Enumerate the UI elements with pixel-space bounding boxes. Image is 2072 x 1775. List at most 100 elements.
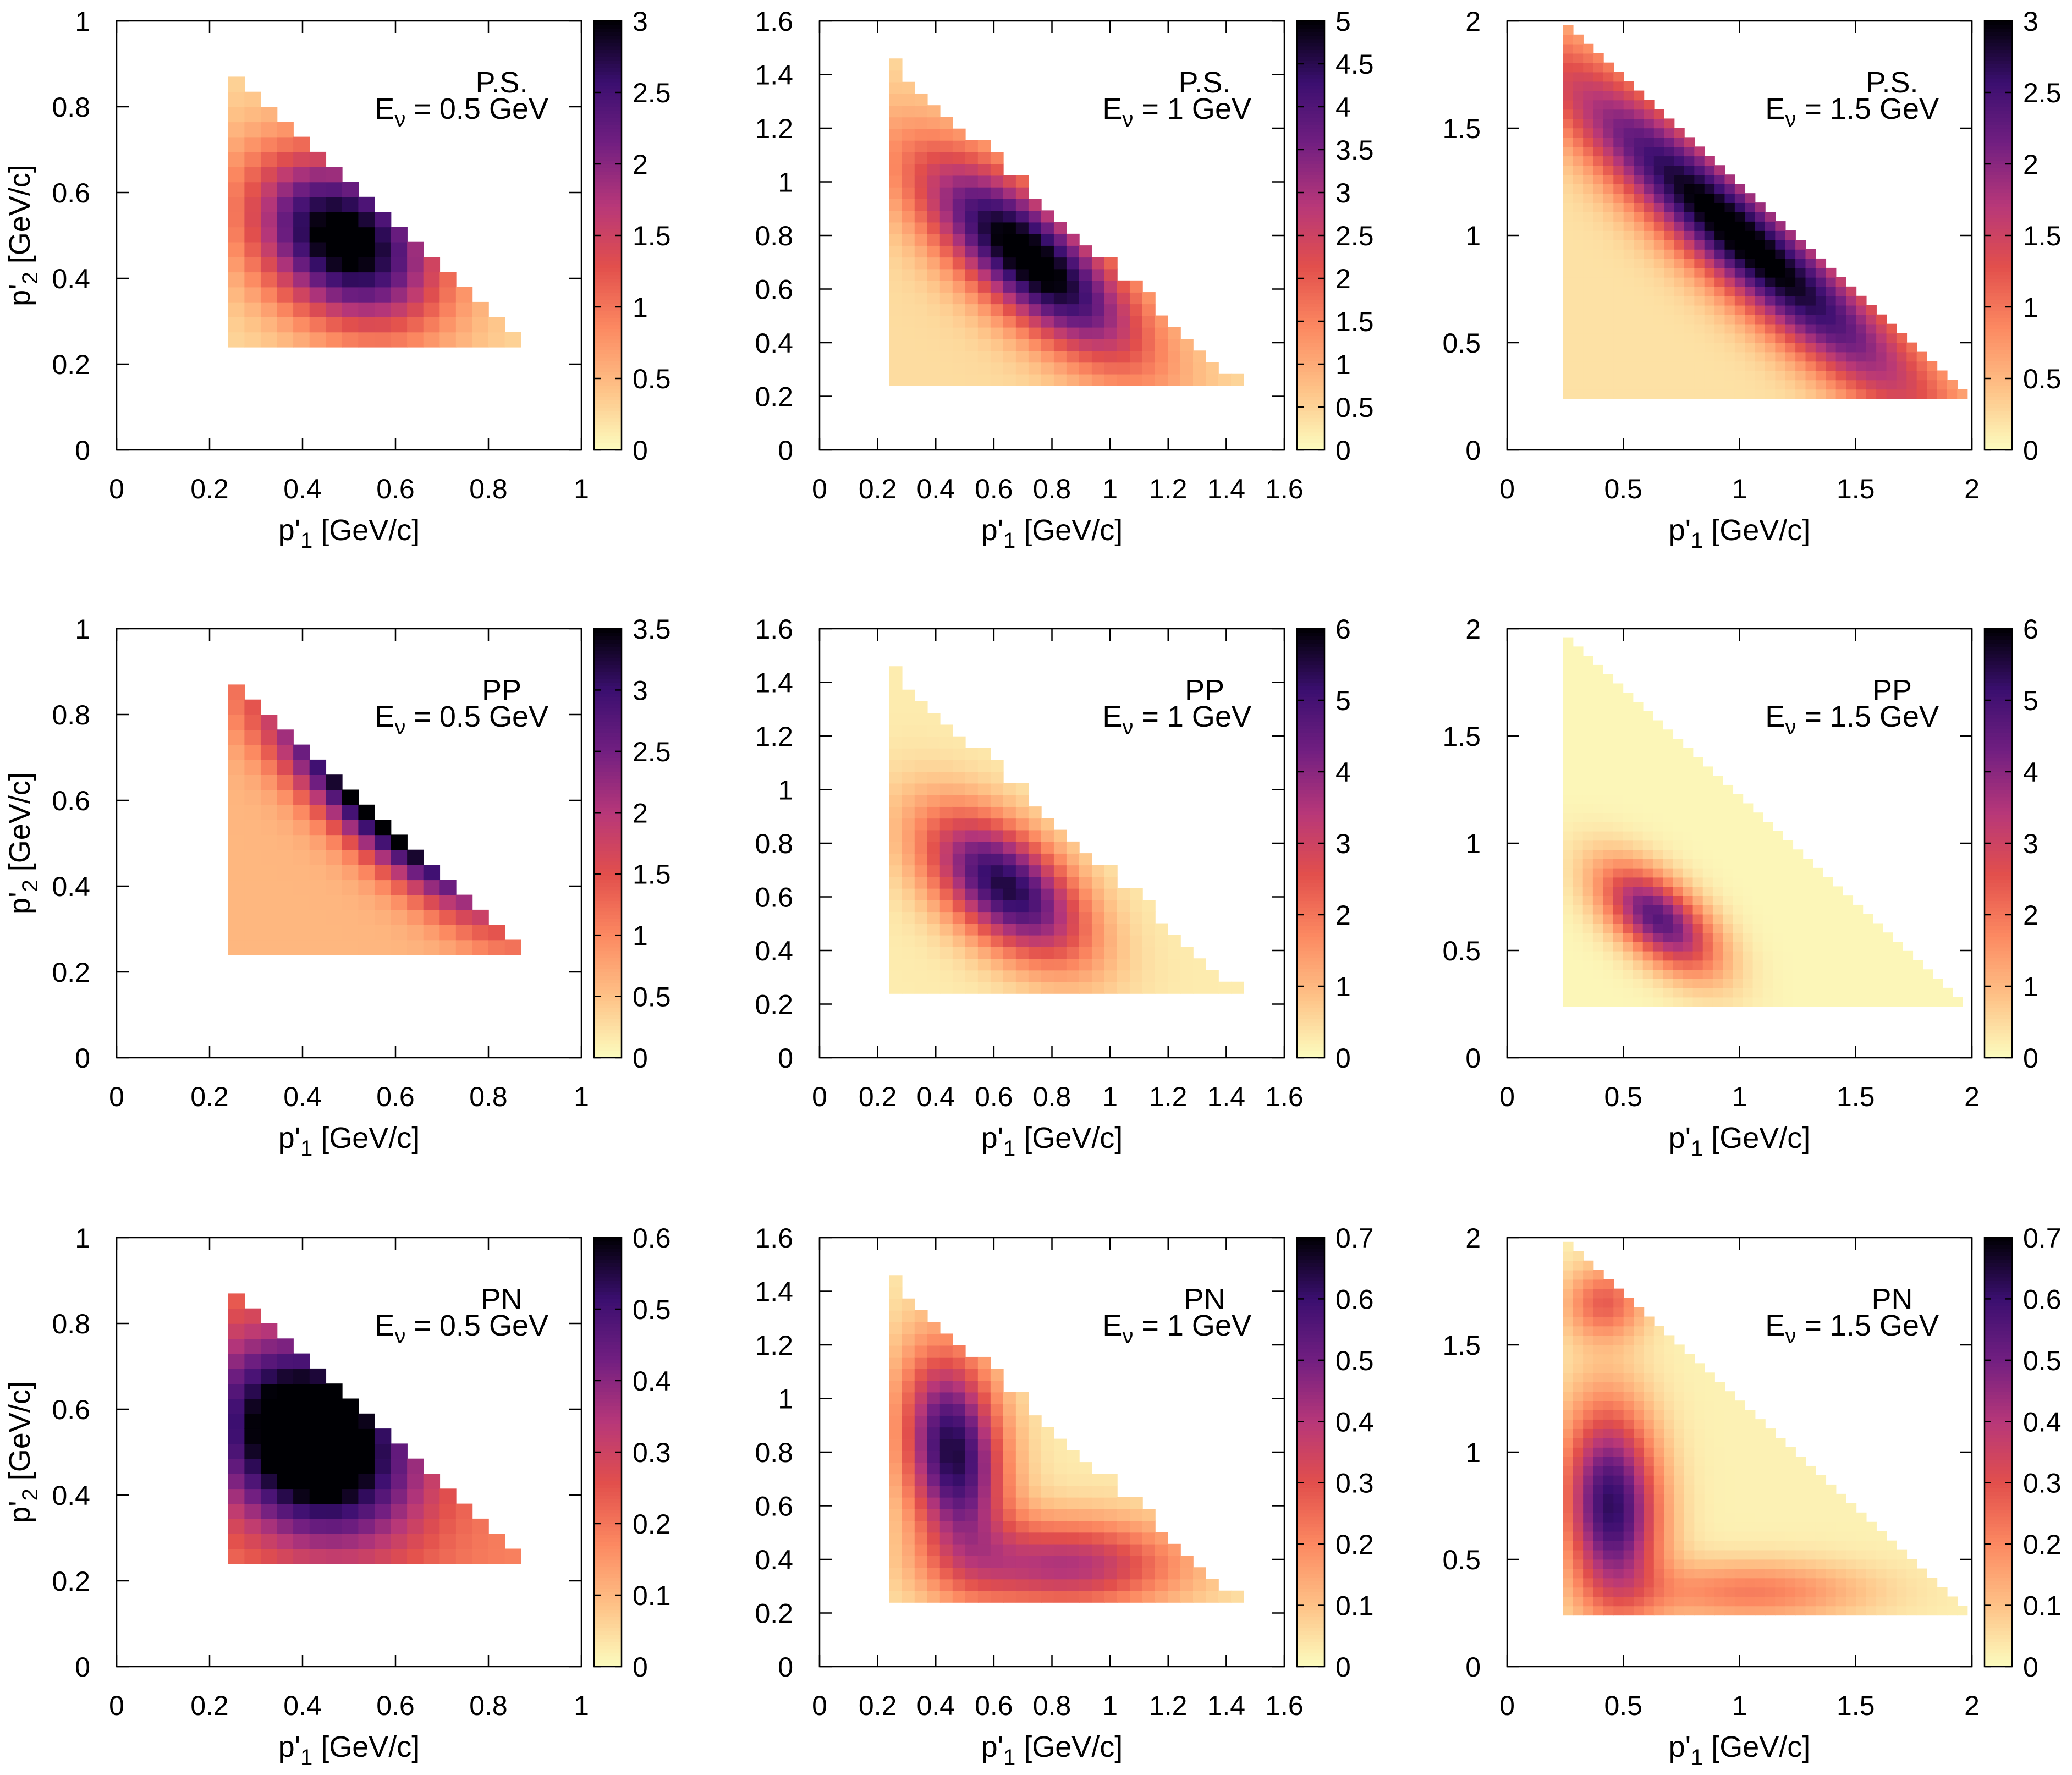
heatmap-cell bbox=[914, 163, 928, 176]
colorbar-segment bbox=[594, 200, 622, 204]
colorbar-segment bbox=[1297, 1598, 1324, 1603]
heatmap-cell bbox=[977, 1543, 991, 1556]
heatmap-cell bbox=[374, 849, 392, 865]
heatmap-cell bbox=[1805, 286, 1816, 296]
heatmap-cell bbox=[1003, 900, 1016, 913]
heatmap-cell bbox=[1117, 315, 1130, 328]
heatmap-cell bbox=[244, 136, 261, 152]
colorbar-segment bbox=[1985, 403, 2012, 408]
heatmap-cell bbox=[902, 760, 915, 772]
heatmap-cell bbox=[228, 1518, 245, 1534]
y-tick-label: 1.2 bbox=[755, 113, 793, 144]
heatmap-cell bbox=[1652, 904, 1663, 915]
colorbar-segment bbox=[1985, 400, 2012, 404]
heatmap-cell bbox=[1003, 1543, 1016, 1556]
colorbar-segment bbox=[594, 1470, 622, 1474]
colorbar-segment bbox=[594, 743, 622, 748]
heatmap-cell bbox=[1041, 222, 1054, 234]
heatmap-cell bbox=[1866, 342, 1877, 353]
heatmap-cell bbox=[1664, 323, 1675, 334]
colorbar-segment bbox=[1985, 85, 2012, 90]
heatmap-cell bbox=[1129, 315, 1143, 328]
heatmap-cell bbox=[293, 744, 310, 760]
colorbar-segment bbox=[1297, 439, 1324, 443]
heatmap-cell bbox=[965, 222, 979, 234]
heatmap-cell bbox=[326, 212, 343, 228]
heatmap-cell bbox=[1755, 221, 1766, 231]
colorbar-segment bbox=[1297, 696, 1324, 701]
heatmap-cell bbox=[1091, 923, 1105, 936]
heatmap-cell bbox=[1714, 249, 1725, 259]
heatmap-cell bbox=[1593, 258, 1604, 268]
heatmap-cell bbox=[1603, 997, 1614, 1007]
heatmap-cell bbox=[1876, 351, 1887, 362]
heatmap-cell bbox=[1812, 867, 1823, 878]
heatmap-cell bbox=[1822, 904, 1833, 915]
heatmap-cell bbox=[1129, 362, 1143, 375]
heatmap-cell bbox=[260, 1323, 278, 1339]
heatmap-cell bbox=[902, 794, 915, 807]
heatmap-cell bbox=[902, 186, 915, 199]
colorbar-segment bbox=[1297, 300, 1324, 304]
heatmap-cell bbox=[1815, 295, 1827, 306]
colorbar-segment bbox=[594, 289, 622, 293]
heatmap-cell bbox=[889, 1462, 903, 1475]
x-tick-label: 2 bbox=[1964, 474, 1980, 504]
heatmap-cell bbox=[277, 1548, 294, 1564]
heatmap-cell bbox=[228, 272, 245, 288]
heatmap-cell bbox=[1231, 981, 1244, 994]
heatmap-cell bbox=[1694, 305, 1705, 315]
colorbar-segment bbox=[1985, 704, 2012, 708]
heatmap-cell bbox=[1003, 911, 1016, 924]
colorbar-segment bbox=[1985, 336, 2012, 340]
heatmap-cell bbox=[1573, 1372, 1584, 1383]
colorbar-segment bbox=[1985, 425, 2012, 429]
heatmap-cell bbox=[965, 1590, 979, 1603]
heatmap-cell bbox=[1053, 876, 1067, 889]
heatmap-cell bbox=[1603, 867, 1614, 878]
colorbar-segment bbox=[1985, 657, 2012, 662]
colorbar-segment bbox=[594, 407, 622, 411]
heatmap-cell bbox=[952, 1543, 966, 1556]
heatmap-cell bbox=[902, 689, 915, 702]
heatmap-cell bbox=[1724, 240, 1735, 250]
heatmap-cell bbox=[1563, 1279, 1574, 1289]
heatmap-cell bbox=[1155, 350, 1168, 363]
colorbar-segment bbox=[594, 1291, 622, 1295]
heatmap-cell bbox=[277, 789, 294, 805]
heatmap-cell bbox=[1752, 932, 1763, 942]
heatmap-cell bbox=[1832, 969, 1843, 979]
heatmap-cell bbox=[1028, 923, 1042, 936]
heatmap-cell bbox=[1583, 100, 1594, 110]
colorbar-segment bbox=[594, 360, 622, 365]
colorbar-segment bbox=[594, 825, 622, 829]
colorbar-segment bbox=[1297, 661, 1324, 665]
heatmap-cell bbox=[1563, 1307, 1574, 1317]
heatmap-cell bbox=[1633, 914, 1644, 924]
y-tick-label: 1 bbox=[75, 1223, 90, 1254]
heatmap-cell bbox=[293, 939, 310, 955]
heatmap-cell bbox=[1603, 202, 1614, 212]
heatmap-cell bbox=[1866, 351, 1877, 362]
heatmap-cell bbox=[1802, 969, 1813, 979]
heatmap-cell bbox=[1563, 1241, 1574, 1252]
colorbar-segment bbox=[1297, 271, 1324, 276]
heatmap-cell bbox=[914, 350, 928, 363]
heatmap-cell bbox=[1652, 812, 1663, 822]
heatmap-cell bbox=[1563, 1270, 1574, 1280]
colorbar-segment bbox=[1297, 1584, 1324, 1589]
heatmap-cell bbox=[260, 332, 278, 348]
colorbar-tick-label: 2 bbox=[633, 149, 648, 180]
colorbar-segment bbox=[1297, 968, 1324, 972]
heatmap-cell bbox=[1673, 803, 1684, 814]
heatmap-cell bbox=[1916, 389, 1927, 399]
heatmap-cell bbox=[1053, 1543, 1067, 1556]
heatmap-cell bbox=[1079, 339, 1092, 351]
heatmap-cell bbox=[902, 350, 915, 363]
heatmap-cell bbox=[889, 736, 903, 749]
x-tick-label: 1 bbox=[1732, 474, 1747, 504]
colorbar-segment bbox=[1985, 382, 2012, 386]
heatmap-cell bbox=[228, 1488, 245, 1504]
colorbar-segment bbox=[594, 650, 622, 655]
heatmap-cell bbox=[1603, 100, 1614, 110]
